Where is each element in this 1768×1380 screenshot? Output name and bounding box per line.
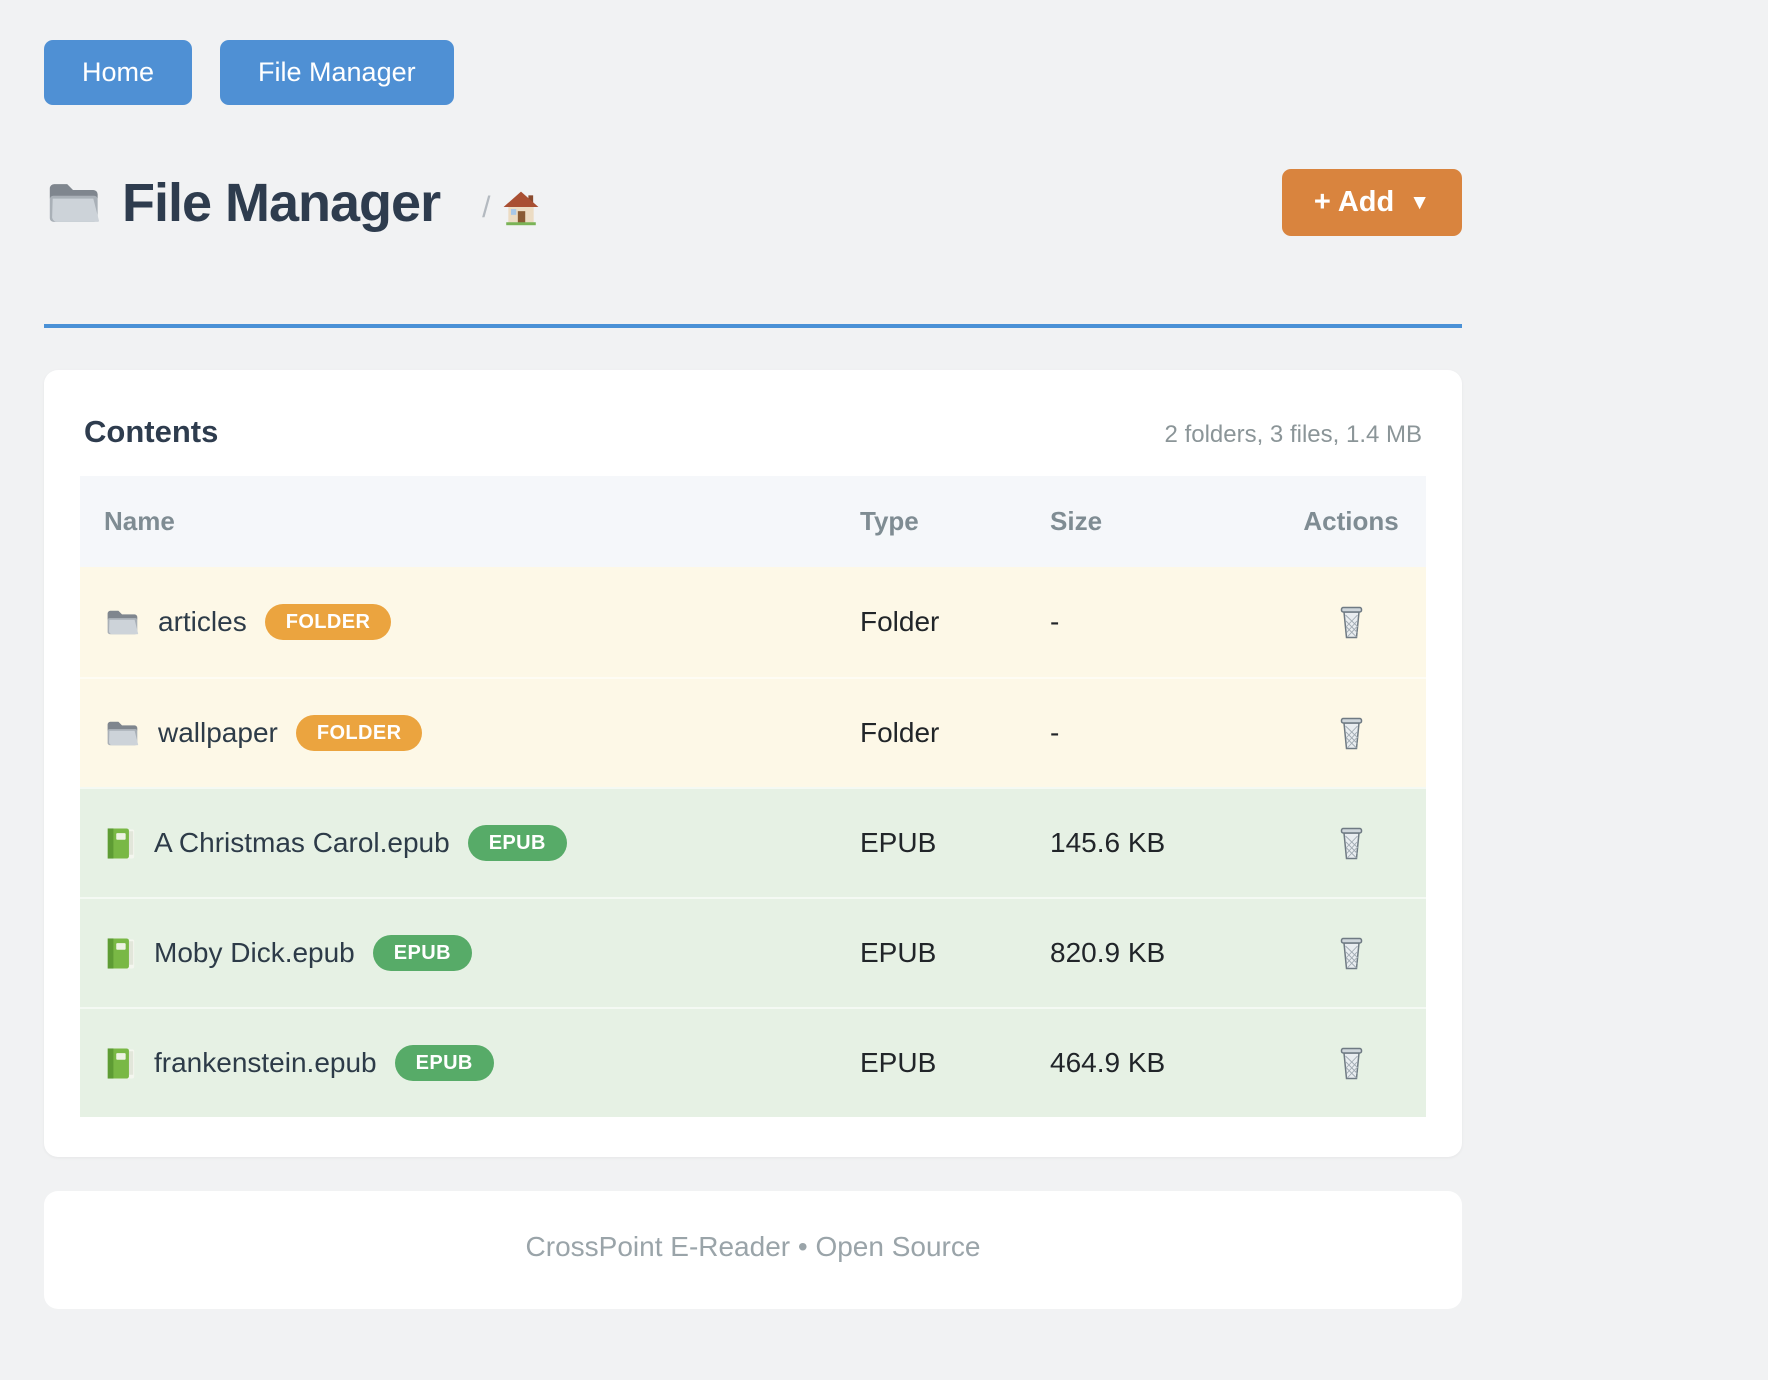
- trash-icon: [1335, 715, 1368, 751]
- type-cell: Folder: [860, 606, 940, 637]
- folder-icon: [104, 606, 140, 639]
- contents-title: Contents: [84, 414, 219, 449]
- column-header-type: Type: [860, 506, 919, 536]
- page-header: File Manager / + Add ▼: [44, 169, 1462, 236]
- file-table: Name Type Size Actions articles FOLDER F…: [80, 476, 1426, 1117]
- chevron-down-icon: ▼: [1409, 190, 1430, 214]
- type-cell: EPUB: [860, 1047, 937, 1078]
- size-cell: 820.9 KB: [1050, 937, 1166, 968]
- trash-icon: [1335, 604, 1368, 640]
- file-name-cell[interactable]: articles FOLDER: [80, 604, 836, 640]
- folder-badge: FOLDER: [264, 604, 392, 640]
- contents-card: Contents 2 folders, 3 files, 1.4 MB Name…: [44, 370, 1462, 1157]
- footer: CrossPoint E-Reader • Open Source: [44, 1191, 1462, 1309]
- footer-text: CrossPoint E-Reader • Open Source: [525, 1231, 981, 1262]
- page: Home File Manager File Manager / + Add ▼…: [44, 0, 1462, 1309]
- contents-summary: 2 folders, 3 files, 1.4 MB: [1164, 421, 1422, 448]
- type-cell: EPUB: [860, 827, 937, 858]
- page-title: File Manager: [122, 172, 441, 233]
- table-row: frankenstein.epub EPUB EPUB 464.9 KB: [80, 1007, 1426, 1117]
- column-header-actions: Actions: [1303, 506, 1399, 536]
- actions-cell: [1276, 600, 1426, 645]
- trash-icon: [1335, 825, 1368, 861]
- file-name[interactable]: wallpaper: [158, 717, 278, 748]
- size-cell: 464.9 KB: [1050, 1047, 1166, 1078]
- column-header-size: Size: [1050, 506, 1103, 536]
- size-cell: -: [1050, 606, 1060, 637]
- breadcrumb: /: [482, 189, 540, 227]
- file-name[interactable]: articles: [158, 606, 247, 637]
- file-name-cell[interactable]: A Christmas Carol.epub EPUB: [80, 825, 836, 861]
- green-book-icon: [104, 826, 136, 861]
- file-name[interactable]: A Christmas Carol.epub: [154, 827, 450, 858]
- nav-home-button[interactable]: Home: [44, 40, 193, 105]
- delete-button[interactable]: [1331, 600, 1372, 644]
- table-row: articles FOLDER Folder -: [80, 567, 1426, 677]
- top-nav: Home File Manager: [44, 40, 1462, 105]
- actions-cell: [1276, 711, 1426, 756]
- header-divider: [44, 324, 1462, 328]
- green-book-icon: [104, 936, 136, 971]
- breadcrumb-separator: /: [482, 190, 491, 224]
- column-header-name: Name: [104, 506, 175, 536]
- nav-file-manager-button[interactable]: File Manager: [220, 40, 454, 105]
- actions-cell: [1276, 931, 1426, 976]
- size-cell: 145.6 KB: [1050, 827, 1166, 858]
- title-group: File Manager /: [44, 172, 540, 234]
- table-header-row: Name Type Size Actions: [80, 476, 1426, 567]
- table-row: A Christmas Carol.epub EPUB EPUB 145.6 K…: [80, 787, 1426, 897]
- delete-button[interactable]: [1331, 931, 1372, 975]
- type-cell: EPUB: [860, 937, 937, 968]
- size-cell: -: [1050, 717, 1060, 748]
- file-name[interactable]: Moby Dick.epub: [154, 937, 355, 968]
- delete-button[interactable]: [1331, 821, 1372, 865]
- add-button[interactable]: + Add ▼: [1281, 169, 1462, 236]
- delete-button[interactable]: [1331, 1041, 1372, 1085]
- folder-icon: [104, 717, 140, 750]
- table-row: Moby Dick.epub EPUB EPUB 820.9 KB: [80, 897, 1426, 1007]
- type-cell: Folder: [860, 717, 940, 748]
- folder-icon: [44, 178, 102, 228]
- folder-badge: FOLDER: [295, 715, 423, 751]
- add-button-label: + Add: [1313, 186, 1395, 218]
- epub-badge: EPUB: [467, 825, 567, 861]
- actions-cell: [1276, 1041, 1426, 1086]
- file-name-cell[interactable]: wallpaper FOLDER: [80, 715, 836, 751]
- epub-badge: EPUB: [394, 1045, 494, 1081]
- home-icon[interactable]: [502, 189, 540, 227]
- actions-cell: [1276, 821, 1426, 866]
- trash-icon: [1335, 1045, 1368, 1081]
- green-book-icon: [104, 1046, 136, 1081]
- file-name[interactable]: frankenstein.epub: [154, 1047, 377, 1078]
- table-row: wallpaper FOLDER Folder -: [80, 677, 1426, 787]
- epub-badge: EPUB: [372, 935, 472, 971]
- file-name-cell[interactable]: Moby Dick.epub EPUB: [80, 935, 836, 971]
- contents-header: Contents 2 folders, 3 files, 1.4 MB: [80, 414, 1426, 450]
- trash-icon: [1335, 935, 1368, 971]
- delete-button[interactable]: [1331, 711, 1372, 755]
- file-name-cell[interactable]: frankenstein.epub EPUB: [80, 1045, 836, 1081]
